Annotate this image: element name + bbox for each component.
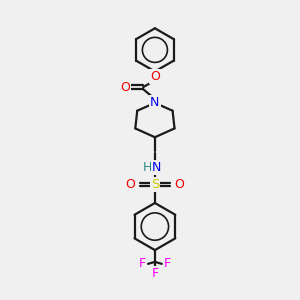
Text: N: N [150,96,160,110]
Text: F: F [151,267,158,280]
Text: F: F [139,257,146,270]
Text: S: S [151,178,159,191]
Text: O: O [150,70,160,83]
Text: F: F [164,257,171,270]
Text: H: H [142,161,152,174]
Text: N: N [152,161,162,174]
Text: O: O [121,81,130,94]
Text: O: O [125,178,135,191]
Text: O: O [175,178,184,191]
